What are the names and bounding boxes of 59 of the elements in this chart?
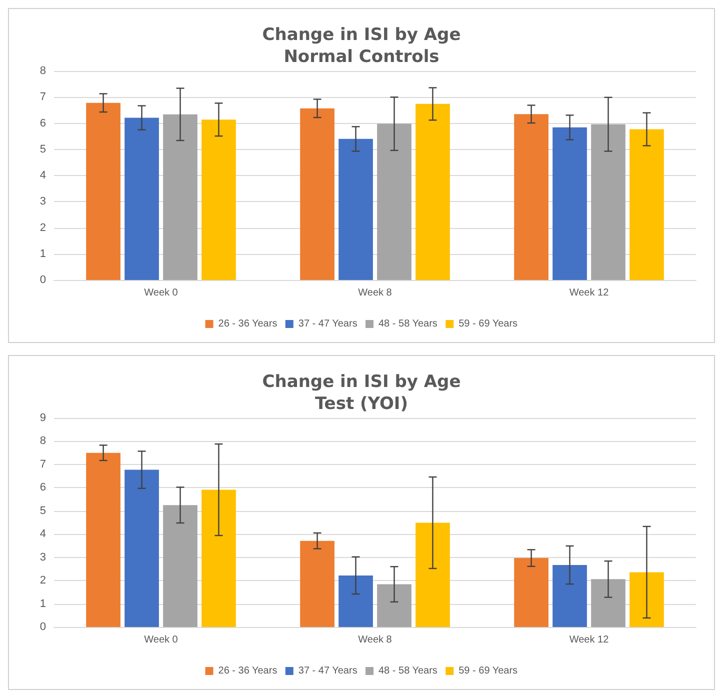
bar (552, 127, 587, 280)
y-tick-label: 3 (40, 196, 46, 208)
chart-title: Change in ISI by Age Normal Controls (262, 25, 461, 67)
legend-label: 59 - 69 Years (458, 318, 518, 330)
bar (630, 129, 664, 280)
y-tick-label: 6 (40, 482, 46, 494)
bar (416, 104, 450, 280)
x-tick-label: Week 0 (144, 634, 178, 646)
bar (630, 572, 664, 627)
x-tick-label: Week 12 (569, 634, 610, 646)
bar (300, 108, 334, 280)
bar (377, 124, 412, 280)
x-tick-label: Week 8 (358, 288, 392, 298)
bar (86, 102, 120, 280)
bar (338, 138, 373, 280)
chart-title: Change in ISI by Age Test (YOI) (262, 372, 461, 414)
y-tick-label: 5 (40, 143, 46, 156)
y-tick-label: 7 (40, 458, 46, 470)
y-tick-label: 0 (40, 274, 46, 286)
bar (552, 564, 587, 627)
bar (591, 124, 626, 280)
bar (202, 120, 236, 280)
y-tick-label: 2 (40, 222, 46, 234)
bar (377, 584, 412, 627)
bar (591, 579, 626, 627)
y-tick-label: 1 (40, 598, 46, 610)
legend-label: 48 - 58 Years (378, 318, 438, 330)
bar (124, 118, 159, 280)
y-tick-label: 8 (40, 435, 46, 448)
bar (416, 522, 450, 627)
bar (163, 114, 198, 280)
y-tick-label: 7 (40, 91, 46, 104)
bar (86, 452, 120, 627)
bar (163, 505, 198, 627)
bar (514, 114, 548, 280)
legend-label: 26 - 36 Years (218, 318, 278, 330)
bar (514, 558, 548, 627)
y-tick-label: 6 (40, 117, 46, 130)
y-tick-label: 0 (40, 621, 46, 633)
y-tick-label: 1 (40, 248, 46, 260)
legend-label: 37 - 47 Years (298, 666, 358, 676)
x-tick-label: Week 12 (569, 288, 610, 298)
legend-label: 59 - 69 Years (458, 666, 518, 676)
y-tick-label: 5 (40, 504, 46, 517)
legend-label: 26 - 36 Years (218, 666, 278, 676)
y-tick-label: 3 (40, 551, 46, 564)
legend-label: 37 - 47 Years (298, 318, 358, 330)
bar (202, 490, 236, 627)
x-tick-label: Week 8 (358, 634, 392, 646)
y-tick-label: 2 (40, 574, 46, 587)
bar (338, 575, 373, 627)
y-tick-label: 4 (40, 170, 46, 182)
bar (300, 540, 334, 627)
legend-label: 48 - 58 Years (378, 666, 438, 676)
y-tick-label: 4 (40, 528, 46, 540)
x-tick-label: Week 0 (144, 288, 178, 298)
y-tick-label: 9 (40, 412, 46, 424)
bar (124, 470, 159, 627)
y-tick-label: 8 (40, 65, 46, 77)
